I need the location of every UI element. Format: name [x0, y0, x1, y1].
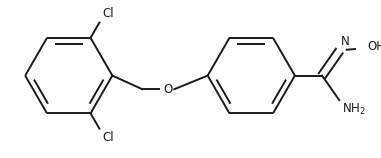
- Text: Cl: Cl: [102, 7, 114, 20]
- Text: Cl: Cl: [102, 131, 114, 144]
- Text: NH$_2$: NH$_2$: [342, 101, 366, 117]
- Text: OH: OH: [368, 40, 381, 53]
- Text: O: O: [163, 83, 173, 96]
- Text: N: N: [341, 35, 349, 48]
